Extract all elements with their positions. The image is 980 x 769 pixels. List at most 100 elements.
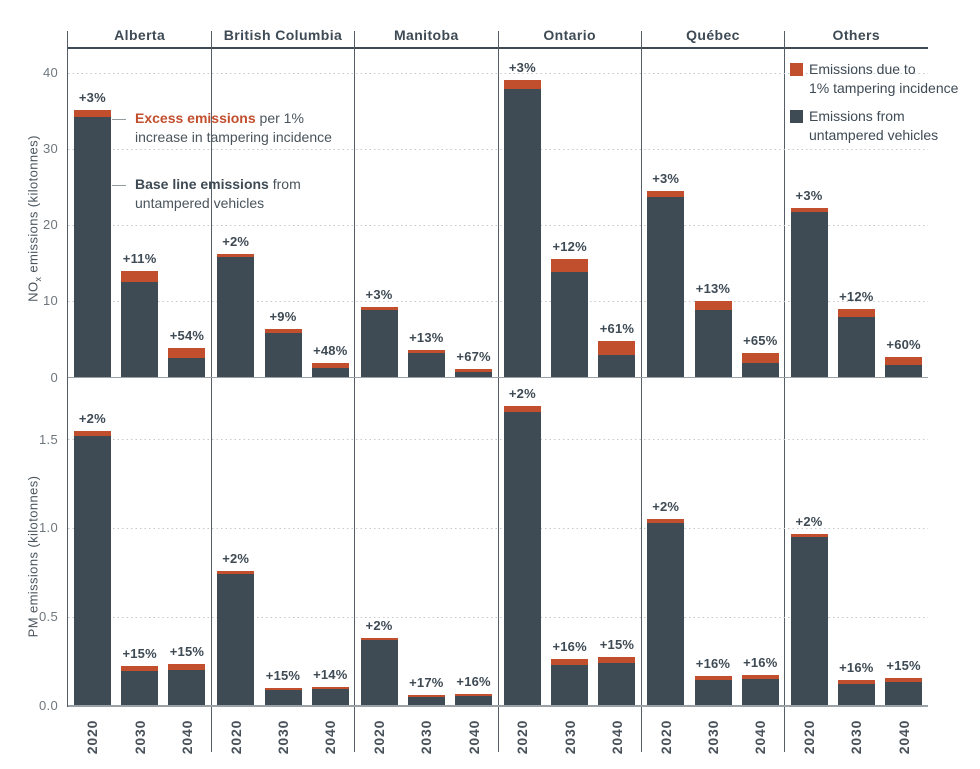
gridline-y30	[68, 148, 928, 150]
pct-label-others-2030: +12%	[839, 289, 874, 305]
panel-header-others: Others	[832, 27, 881, 43]
x-tick-label-ontario-2020: 2020	[514, 719, 531, 755]
x-tick-label-british-columbia-2020: 2020	[227, 719, 244, 755]
pct-label-british-columbia-2030: +15%	[265, 667, 301, 683]
y-tick-label: 40	[42, 65, 58, 81]
bar-excess-manitoba-2020	[360, 307, 398, 310]
bar-excess-alberta-2040	[168, 347, 206, 359]
bar-base-alberta-2040	[168, 669, 206, 706]
x-tick-label-qu-bec-2020: 2020	[657, 719, 674, 755]
pct-label-alberta-2020: +2%	[78, 410, 106, 426]
panel-header-alberta: Alberta	[114, 27, 166, 43]
annotation-baseline-bold: Base line emissions	[135, 176, 269, 192]
annotation-excess-rest: per 1%	[255, 110, 304, 126]
x-tick-label-others-2020: 2020	[801, 719, 818, 755]
x-tick-label-manitoba-2020: 2020	[371, 719, 388, 755]
x-tick-label-manitoba-2030: 2030	[418, 719, 435, 755]
pct-label-alberta-2030: +15%	[122, 646, 157, 662]
bar-base-others-2030	[837, 683, 875, 706]
panel-divider	[640, 31, 642, 752]
bar-excess-british-columbia-2020	[217, 254, 255, 257]
legend-swatch-tampering-icon	[790, 63, 803, 76]
bar-base-british-columbia-2040	[311, 367, 349, 378]
x-tick-label-ontario-2040: 2040	[608, 719, 625, 755]
bar-base-qu-bec-2020	[647, 196, 685, 378]
bar-excess-qu-bec-2030	[694, 301, 732, 310]
bar-base-british-columbia-2040	[311, 689, 349, 706]
bar-excess-others-2030	[837, 680, 875, 684]
y-axis-title-pm-text: PM	[25, 617, 41, 638]
pct-label-ontario-2040: +61%	[599, 320, 635, 336]
pct-label-ontario-2030: +16%	[552, 638, 587, 654]
gridline-y40	[68, 72, 928, 74]
x-tick-label-alberta-2020: 2020	[84, 719, 101, 755]
gridline-y1.5	[68, 439, 928, 441]
y-tick-label: 30	[42, 141, 58, 157]
y-axis-line	[67, 31, 68, 707]
pct-label-manitoba-2020: +2%	[365, 617, 393, 633]
y-axis-title-pm: PM emissions (kilotonnes)	[25, 407, 42, 707]
gridline-y1.0	[68, 527, 928, 529]
y-tick-label: 20	[42, 217, 58, 233]
bar-base-british-columbia-2020	[217, 573, 255, 706]
bar-excess-alberta-2030	[121, 666, 159, 672]
x-tick-label-alberta-2040: 2040	[178, 719, 195, 755]
bar-base-british-columbia-2030	[264, 332, 302, 378]
panel-header-qu-bec: Québec	[686, 27, 740, 43]
bar-base-ontario-2040	[598, 663, 636, 706]
bar-excess-others-2020	[790, 207, 828, 213]
pct-label-alberta-2030: +11%	[122, 251, 157, 267]
legend-label-tampering: Emissions due to 1% tampering incidence	[809, 60, 958, 98]
annotation-baseline-emissions: — Base line emissions from untampered ve…	[112, 175, 301, 213]
gridline-y0.5	[68, 616, 928, 618]
panel-divider	[784, 31, 786, 752]
pct-label-alberta-2020: +3%	[78, 89, 106, 105]
annotation-baseline-line2: untampered vehicles	[135, 195, 265, 211]
pct-label-ontario-2020: +3%	[508, 59, 536, 75]
x-tick-label-manitoba-2040: 2040	[465, 719, 482, 755]
pct-label-others-2030: +16%	[839, 660, 874, 676]
pct-label-qu-bec-2020: +2%	[652, 499, 680, 515]
bar-excess-qu-bec-2020	[647, 191, 685, 197]
x-axis-line-pm	[68, 705, 928, 707]
bar-base-others-2020	[790, 537, 828, 706]
bar-base-manitoba-2030	[407, 353, 445, 378]
y-axis-title-nox-text: NO	[25, 281, 41, 302]
panel-header-british-columbia: British Columbia	[223, 27, 343, 43]
bar-excess-british-columbia-2040	[311, 686, 349, 690]
bar-base-qu-bec-2030	[694, 309, 732, 378]
bar-base-alberta-2030	[121, 281, 159, 378]
bar-base-manitoba-2030	[407, 697, 445, 706]
bar-base-alberta-2030	[121, 671, 159, 706]
bar-base-ontario-2040	[598, 354, 636, 378]
bar-excess-ontario-2030	[551, 658, 589, 666]
bar-excess-ontario-2020	[503, 79, 541, 89]
bar-excess-others-2040	[885, 678, 923, 683]
x-tick-label-ontario-2030: 2030	[561, 719, 578, 755]
pct-label-others-2040: +60%	[886, 336, 921, 352]
legend-label-tampering-line2: 1% tampering incidence	[809, 80, 959, 96]
pct-label-british-columbia-2020: +2%	[222, 551, 250, 567]
bar-excess-manitoba-2030	[407, 694, 445, 698]
bar-base-others-2040	[885, 364, 923, 378]
bar-excess-others-2030	[837, 309, 875, 317]
pct-label-manitoba-2040: +67%	[456, 348, 491, 364]
x-tick-label-british-columbia-2030: 2030	[275, 719, 291, 755]
bar-excess-manitoba-2040	[455, 368, 493, 373]
x-tick-label-qu-bec-2040: 2040	[752, 719, 769, 755]
pct-label-others-2040: +15%	[886, 658, 921, 674]
x-tick-label-british-columbia-2040: 2040	[322, 719, 339, 755]
pct-label-qu-bec-2020: +3%	[652, 171, 680, 187]
pct-label-manitoba-2030: +13%	[409, 330, 444, 345]
bar-excess-others-2020	[790, 533, 828, 538]
bar-base-manitoba-2040	[455, 696, 493, 706]
x-axis-line-nox	[68, 376, 928, 379]
annotation-excess-line2: increase in tampering incidence	[135, 129, 332, 145]
annotation-excess-text: Excess emissions per 1% increase in tamp…	[135, 109, 332, 147]
bar-base-qu-bec-2030	[694, 680, 732, 706]
bar-base-others-2030	[837, 316, 875, 378]
bar-excess-qu-bec-2020	[647, 519, 685, 524]
pct-label-manitoba-2030: +17%	[409, 674, 444, 690]
